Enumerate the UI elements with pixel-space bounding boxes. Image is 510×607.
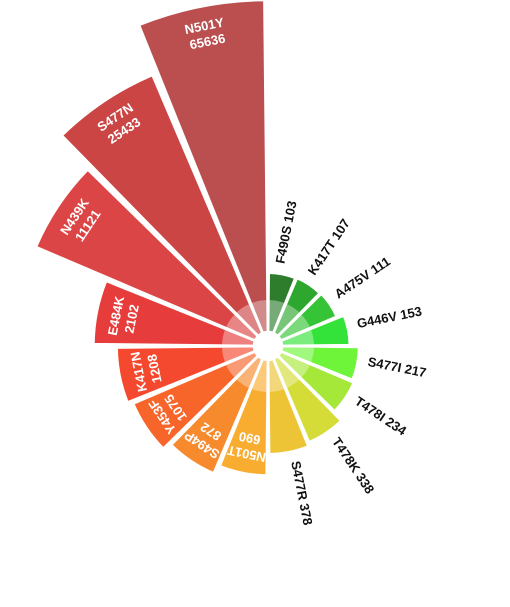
label-t478i: T478I 234 [352,393,410,438]
center-hole [253,331,283,361]
label-a475v: A475V 111 [332,254,393,302]
label-value-e484k: 2102 [121,303,141,334]
label-text-k417t: K417T 107 [305,216,353,278]
label-text-g446v: G446V 153 [356,303,423,331]
label-n501y: N501Y65636 [183,14,228,52]
label-value-k417n: 1208 [144,353,164,384]
label-text-f490s: F490S 103 [272,200,299,265]
svg-text:E484K2102: E484K2102 [105,294,143,340]
label-f490s: F490S 103 [272,200,299,265]
label-t478k: T478K 338 [329,435,377,497]
label-text-t478i: T478I 234 [352,393,410,438]
label-g446v: G446V 153 [356,303,423,331]
label-text-t478k: T478K 338 [329,435,377,497]
label-text-a475v: A475V 111 [332,254,393,302]
svg-text:N501Y65636: N501Y65636 [183,14,228,52]
label-e484k: E484K2102 [105,294,143,340]
label-name-n501t: N501T [226,443,267,465]
label-y453f: Y453F1075 [145,388,192,437]
label-s477r: S477R 378 [288,460,315,527]
label-s477i: S477I 217 [367,354,428,380]
label-k417t: K417T 107 [305,216,353,278]
label-text-s477i: S477I 217 [367,354,428,380]
label-k417n: K417N1208 [127,347,165,393]
label-value-n501y: 65636 [188,31,226,53]
svg-text:K417N1208: K417N1208 [127,347,165,393]
svg-text:Y453F1075: Y453F1075 [145,388,192,437]
svg-text:N501T690: N501T690 [226,427,270,465]
label-value-n501t: 690 [238,429,262,448]
label-n501t: N501T690 [226,427,270,465]
label-text-s477r: S477R 378 [288,460,315,527]
